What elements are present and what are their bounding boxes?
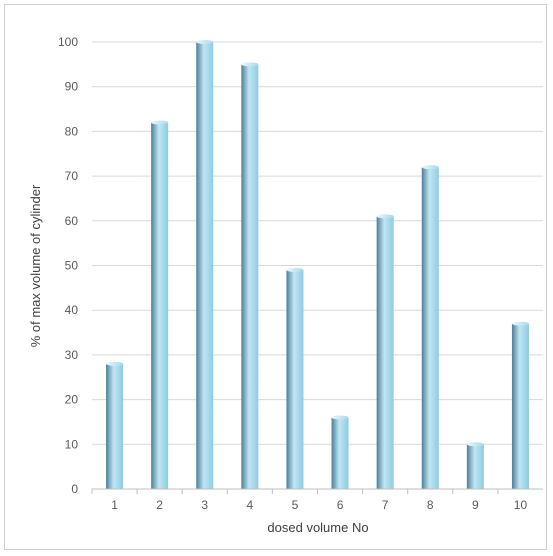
bars xyxy=(106,40,529,490)
bar-body xyxy=(421,167,439,489)
bar-cap xyxy=(196,40,214,44)
x-tick-label: 3 xyxy=(201,498,208,512)
bar-body xyxy=(511,323,529,489)
y-tick-label: 10 xyxy=(65,437,79,451)
bar-cap xyxy=(151,120,169,125)
bar-1 xyxy=(106,361,124,489)
y-tick-label: 80 xyxy=(65,124,79,138)
bar-10 xyxy=(511,321,529,489)
x-tick-label: 9 xyxy=(472,498,479,512)
bar-4 xyxy=(241,62,259,489)
bar-body xyxy=(286,269,304,489)
bar-6 xyxy=(331,415,349,489)
bar-3 xyxy=(196,40,214,489)
x-tick-label: 6 xyxy=(337,498,344,512)
x-tick-label: 5 xyxy=(292,498,299,512)
bar-body xyxy=(106,363,124,489)
x-axis-label: dosed volume No xyxy=(267,520,368,535)
y-tick-label: 100 xyxy=(58,35,78,49)
x-tick-label: 1 xyxy=(111,498,118,512)
bar-body xyxy=(466,444,484,489)
bar-8 xyxy=(421,165,439,489)
x-tick-label: 7 xyxy=(382,498,389,512)
bar-body xyxy=(376,216,394,489)
y-tick-label: 40 xyxy=(65,303,79,317)
y-tick-label: 90 xyxy=(65,80,79,94)
bar-cap xyxy=(466,442,484,447)
y-axis-label: % of max volume of cylinder xyxy=(28,184,43,347)
bar-cap xyxy=(241,62,259,67)
bar-cap xyxy=(286,267,304,272)
axes: 0 10 20 30 40 50 60 70 80 90 100 1 2 3 4 5 6 7 8 9 10 xyxy=(58,35,543,512)
chart-frame xyxy=(4,4,547,550)
x-tick-label: 4 xyxy=(247,498,254,512)
y-tick-label: 20 xyxy=(65,393,79,407)
x-tick-label: 2 xyxy=(156,498,163,512)
bar-5 xyxy=(286,267,304,489)
bar-body xyxy=(331,417,349,489)
y-tick-label: 70 xyxy=(65,169,79,183)
bar-cap xyxy=(376,214,394,219)
bar-7 xyxy=(376,214,394,489)
bar-body xyxy=(196,42,214,489)
bar-cap xyxy=(421,165,439,170)
bar-cap xyxy=(511,321,529,326)
y-tick-label: 30 xyxy=(65,348,79,362)
bar-body xyxy=(241,64,259,489)
bar-cap xyxy=(331,415,349,420)
bar-9 xyxy=(466,442,484,489)
bar-body xyxy=(151,122,169,490)
x-tick-label: 10 xyxy=(514,498,528,512)
bar-2 xyxy=(151,120,169,490)
y-tick-label: 0 xyxy=(71,482,78,496)
bar-cap xyxy=(106,361,124,366)
y-tick-label: 60 xyxy=(65,214,79,228)
x-tick-label: 8 xyxy=(427,498,434,512)
y-tick-label: 50 xyxy=(65,259,79,273)
